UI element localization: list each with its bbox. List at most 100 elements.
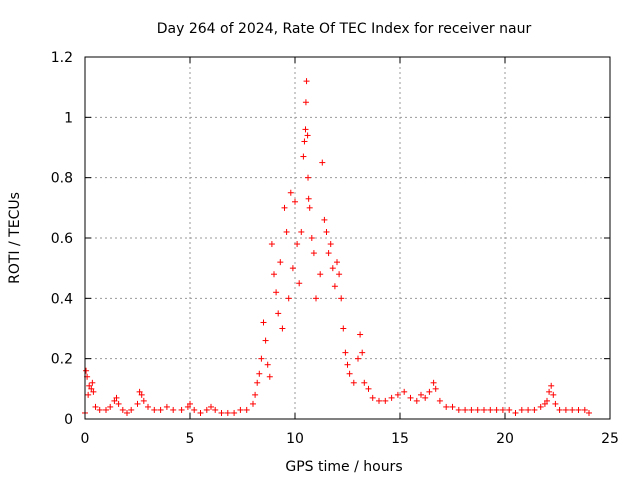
data-point (305, 195, 312, 202)
y-tick-label: 0.8 (51, 171, 73, 187)
data-point (264, 361, 271, 368)
data-point (151, 406, 158, 413)
data-point (506, 406, 513, 413)
data-point (369, 394, 376, 401)
data-point (327, 241, 334, 248)
data-point (303, 78, 310, 85)
data-point (321, 216, 328, 223)
data-point (283, 228, 290, 235)
axis-ticks: 0 5 10 15 20 25 0 0.2 0.4 0.6 0.8 1 1.2 (51, 50, 619, 447)
data-point (89, 379, 96, 386)
data-point (342, 349, 349, 356)
data-point (83, 367, 90, 374)
data-point (499, 406, 506, 413)
data-point (344, 361, 351, 368)
data-point (426, 388, 433, 395)
data-point (275, 310, 282, 317)
data-point (256, 370, 263, 377)
data-point (550, 391, 557, 398)
data-point (562, 406, 569, 413)
data-point (575, 406, 582, 413)
data-point (88, 385, 95, 392)
data-point (546, 388, 553, 395)
data-point (258, 355, 265, 362)
data-point (170, 406, 177, 413)
y-tick-label: 1 (64, 110, 73, 126)
data-point (119, 406, 126, 413)
data-point (306, 204, 313, 211)
data-point (432, 385, 439, 392)
data-point (266, 373, 273, 380)
data-point (85, 391, 92, 398)
data-point (92, 403, 99, 410)
data-point (355, 355, 361, 362)
data-point (537, 403, 544, 410)
data-point (487, 406, 494, 413)
data-point (262, 337, 269, 344)
data-point (138, 391, 145, 398)
data-point (455, 406, 462, 413)
data-point (544, 397, 550, 404)
data-point (376, 397, 382, 404)
data-point (586, 409, 592, 416)
data-point (243, 406, 250, 413)
data-point (184, 403, 191, 410)
data-point (388, 394, 395, 401)
y-tick-label: 0.4 (51, 291, 73, 307)
x-axis-label: GPS time / hours (285, 459, 402, 475)
data-point (224, 409, 231, 416)
data-point (422, 394, 429, 401)
data-point (462, 406, 469, 413)
data-point (436, 397, 443, 404)
data-point (518, 406, 525, 413)
data-point (254, 379, 261, 386)
data-point (136, 388, 143, 395)
data-point (203, 406, 210, 413)
data-point (365, 385, 372, 392)
y-tick-label: 1.2 (51, 50, 73, 66)
data-point (128, 406, 135, 413)
data-point (107, 403, 114, 410)
x-tick-label: 25 (601, 431, 619, 447)
data-point (329, 265, 336, 272)
data-point (541, 400, 548, 407)
data-point (334, 259, 340, 266)
data-point (197, 409, 204, 416)
data-point (212, 406, 219, 413)
data-points (82, 78, 592, 416)
data-point (394, 391, 401, 398)
y-tick-label: 0 (64, 412, 73, 428)
data-point (140, 397, 147, 404)
x-tick-label: 20 (496, 431, 514, 447)
data-point (178, 406, 185, 413)
data-point (325, 250, 332, 257)
data-point (313, 295, 319, 302)
data-point (191, 406, 198, 413)
data-point (103, 406, 109, 413)
data-point (338, 295, 345, 302)
data-point (468, 406, 475, 413)
data-point (304, 132, 311, 139)
data-point (250, 400, 256, 407)
data-point (285, 295, 292, 302)
data-point (86, 382, 93, 389)
data-point (157, 406, 164, 413)
data-point (237, 406, 244, 413)
data-point (317, 271, 324, 278)
data-point (231, 409, 238, 416)
data-point (292, 198, 298, 205)
data-point (357, 331, 364, 338)
data-point (401, 388, 408, 395)
data-point (361, 379, 368, 386)
data-point (301, 138, 308, 145)
data-point (323, 228, 330, 235)
y-tick-label: 0.2 (51, 352, 73, 368)
data-point (418, 391, 424, 398)
data-point (287, 189, 294, 196)
data-point (531, 406, 538, 413)
data-point (525, 406, 532, 413)
data-point (548, 382, 555, 389)
chart-title: Day 264 of 2024, Rate Of TEC Index for r… (157, 21, 532, 37)
data-point (336, 271, 343, 278)
